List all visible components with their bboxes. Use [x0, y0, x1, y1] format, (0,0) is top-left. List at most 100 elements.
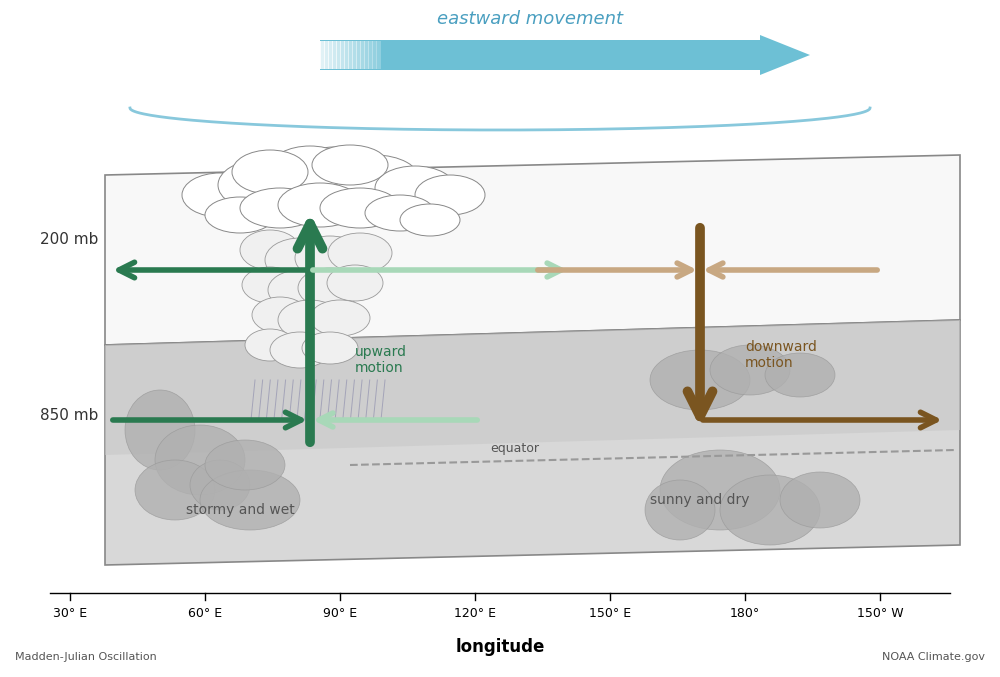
Ellipse shape: [310, 300, 370, 336]
Ellipse shape: [330, 155, 420, 205]
Ellipse shape: [365, 195, 435, 231]
Ellipse shape: [205, 197, 275, 233]
Ellipse shape: [240, 230, 300, 270]
Ellipse shape: [720, 475, 820, 545]
Bar: [493, 40, 503, 70]
Ellipse shape: [268, 270, 332, 310]
Bar: [608, 40, 619, 70]
Text: 200 mb: 200 mb: [40, 232, 98, 248]
Ellipse shape: [240, 188, 320, 228]
Ellipse shape: [650, 350, 750, 410]
Bar: [685, 40, 695, 70]
Bar: [406, 40, 417, 70]
Bar: [336, 41, 341, 69]
Text: downward
motion: downward motion: [745, 340, 817, 370]
Bar: [694, 40, 705, 70]
Text: equator: equator: [490, 442, 539, 455]
Ellipse shape: [327, 265, 383, 301]
Polygon shape: [105, 320, 960, 455]
Bar: [474, 40, 484, 70]
Text: NOAA Climate.gov: NOAA Climate.gov: [882, 652, 985, 662]
Ellipse shape: [182, 173, 258, 217]
Bar: [352, 41, 357, 69]
Bar: [570, 40, 580, 70]
Ellipse shape: [328, 233, 392, 273]
Ellipse shape: [265, 238, 335, 282]
Ellipse shape: [710, 345, 790, 395]
Bar: [378, 40, 388, 70]
Bar: [646, 40, 657, 70]
Ellipse shape: [125, 390, 195, 470]
Ellipse shape: [285, 147, 385, 203]
Bar: [666, 40, 676, 70]
Bar: [416, 40, 427, 70]
Bar: [330, 40, 340, 70]
Bar: [618, 40, 628, 70]
Bar: [348, 41, 353, 69]
Bar: [339, 40, 350, 70]
Bar: [560, 40, 571, 70]
Ellipse shape: [252, 297, 308, 333]
Bar: [344, 41, 349, 69]
Bar: [356, 41, 361, 69]
Ellipse shape: [245, 329, 295, 361]
Bar: [304, 41, 309, 69]
Bar: [324, 41, 329, 69]
Bar: [627, 40, 638, 70]
Ellipse shape: [312, 145, 388, 185]
Text: stormy and wet: stormy and wet: [186, 503, 294, 517]
Bar: [723, 40, 734, 70]
Bar: [368, 41, 373, 69]
Bar: [376, 41, 381, 69]
Polygon shape: [105, 320, 960, 565]
Ellipse shape: [645, 480, 715, 540]
Bar: [328, 41, 333, 69]
Ellipse shape: [190, 460, 250, 510]
Bar: [358, 40, 369, 70]
Bar: [445, 40, 455, 70]
Ellipse shape: [135, 460, 215, 520]
Bar: [312, 41, 317, 69]
Text: eastward movement: eastward movement: [437, 10, 623, 28]
Bar: [704, 40, 715, 70]
Text: 30° E: 30° E: [53, 607, 87, 620]
Ellipse shape: [400, 204, 460, 236]
Bar: [397, 40, 407, 70]
Text: 120° E: 120° E: [454, 607, 496, 620]
Bar: [316, 41, 321, 69]
Ellipse shape: [415, 175, 485, 215]
Ellipse shape: [320, 188, 400, 228]
Polygon shape: [105, 155, 960, 345]
Text: sunny and dry: sunny and dry: [650, 493, 750, 507]
Bar: [675, 40, 686, 70]
Ellipse shape: [232, 150, 308, 194]
Bar: [435, 40, 446, 70]
Bar: [454, 40, 465, 70]
Ellipse shape: [295, 236, 365, 280]
Bar: [589, 40, 599, 70]
Bar: [332, 41, 337, 69]
Bar: [426, 40, 436, 70]
Ellipse shape: [765, 353, 835, 397]
Text: 150° W: 150° W: [857, 607, 903, 620]
Ellipse shape: [780, 472, 860, 528]
Text: 60° E: 60° E: [188, 607, 222, 620]
Text: Madden-Julian Oscillation: Madden-Julian Oscillation: [15, 652, 157, 662]
Ellipse shape: [660, 450, 780, 530]
Ellipse shape: [298, 268, 362, 308]
Text: upward
motion: upward motion: [355, 345, 407, 375]
Text: 180°: 180°: [730, 607, 760, 620]
Bar: [733, 40, 743, 70]
Bar: [531, 40, 542, 70]
Ellipse shape: [200, 470, 300, 530]
Bar: [320, 41, 325, 69]
Bar: [656, 40, 667, 70]
Bar: [349, 40, 359, 70]
Bar: [364, 41, 369, 69]
Bar: [340, 41, 345, 69]
Ellipse shape: [205, 440, 285, 490]
Ellipse shape: [155, 425, 245, 495]
Bar: [598, 40, 609, 70]
Bar: [502, 40, 513, 70]
Bar: [522, 40, 532, 70]
